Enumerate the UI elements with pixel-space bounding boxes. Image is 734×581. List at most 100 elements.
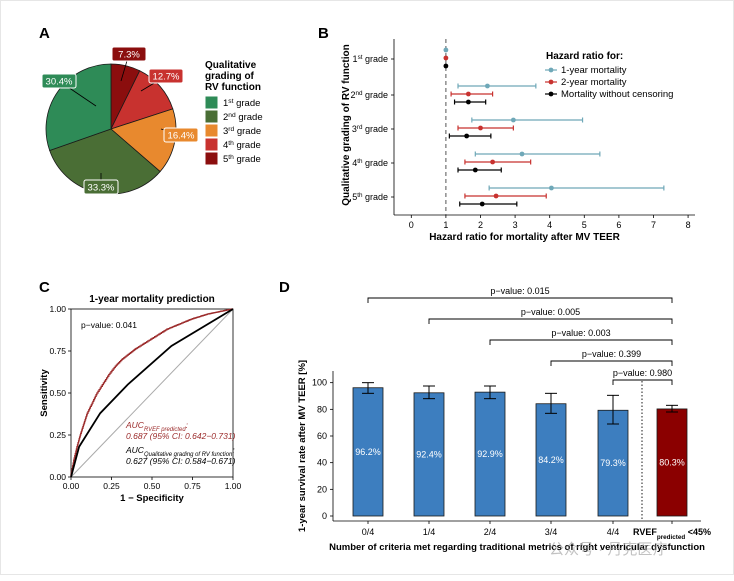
hazard-point — [549, 185, 554, 191]
auc-rvef-label-part: : — [186, 420, 189, 430]
legend-item-label: 5th grade — [223, 154, 261, 166]
x-tick-label: 3 — [513, 220, 518, 230]
legend-item-label-part: grade — [234, 126, 261, 137]
y-tick-label: 0.00 — [49, 472, 66, 482]
y-tick-label-part: th — [357, 158, 363, 165]
pie-slice — [45, 63, 112, 152]
roc-curve-qualitative — [70, 308, 234, 478]
legend-label: 2-year mortality — [561, 77, 627, 88]
hazard-point — [519, 151, 525, 157]
pie-label-box — [163, 127, 199, 143]
legend-item-label-part: th — [228, 154, 234, 161]
auc-rvef-label: AUCRVEF predicted: — [125, 420, 189, 433]
y-tick-label: 4th grade — [352, 158, 388, 169]
comparison-p-value: p−value: 0.980 — [613, 368, 672, 378]
x-tick-label: 1 — [443, 220, 448, 230]
auc-rvef-label-part: AUC — [125, 420, 145, 430]
legend-item-label-part: 2 — [223, 112, 228, 123]
x-axis-title: 1 − Specificity — [120, 493, 184, 504]
x-tick-label: 6 — [616, 220, 621, 230]
bar-value-label: 79.3% — [600, 458, 626, 468]
bar — [597, 409, 629, 517]
hazard-point — [443, 63, 449, 69]
y-tick-label-part: 1 — [353, 54, 358, 64]
comparison-bracket — [428, 318, 673, 324]
hazard-point — [443, 55, 449, 61]
panel-a-pie-chart: 30.4% 33.3% 16.4% 12.7% 7.3% Qualitativegradi… — [41, 46, 263, 195]
legend-item-label: 2nd grade — [223, 112, 263, 124]
bar — [352, 387, 384, 517]
x-tick-label: 4/4 — [607, 527, 620, 537]
x-tick-label-rvef-part: <45% — [685, 527, 711, 537]
y-tick-label: 80 — [317, 404, 327, 414]
legend-item-label-part: st — [228, 98, 233, 105]
legend-item-label: 1st grade — [223, 98, 260, 110]
pie-label-box — [148, 68, 184, 84]
hazard-point — [465, 99, 471, 105]
y-tick-label-part: grade — [362, 54, 388, 64]
x-tick-label-rvef: RVEFpredicted <45% — [633, 527, 711, 541]
y-tick-label: 3rd grade — [352, 124, 388, 135]
y-tick-label: 2nd grade — [350, 90, 388, 101]
x-tick-label-rvef-part: RVEF — [633, 527, 657, 537]
y-tick-label-part: grade — [362, 158, 388, 168]
comparison-p-value: p−value: 0.005 — [521, 307, 580, 317]
legend-item-label-part: grade — [233, 98, 260, 109]
x-tick-label-rvef-part: predicted — [657, 534, 685, 541]
hazard-point — [490, 159, 496, 165]
panel-label-d: D — [279, 279, 290, 296]
auc-rvef-ci: 0.687 (95% CI: 0.642−0.731) — [126, 431, 236, 441]
pie-data-label: 33.3% — [88, 183, 115, 194]
bar-value-label: 84.2% — [538, 455, 564, 465]
auc-qual-label-part: AUC — [125, 445, 145, 455]
y-tick-label: 40 — [317, 458, 327, 468]
y-tick-label-part: grade — [362, 124, 388, 134]
y-tick-label: 0.75 — [49, 346, 66, 356]
p-value-label: p−value: 0.041 — [81, 320, 137, 330]
panel-label-c: C — [39, 279, 50, 296]
comparison-p-value: p−value: 0.015 — [490, 286, 549, 296]
hazard-point — [472, 167, 478, 173]
legend-title: Hazard ratio for: — [546, 51, 623, 62]
bar — [413, 392, 445, 517]
bar — [656, 408, 688, 517]
pie-label-box — [41, 73, 77, 89]
y-tick-label-part: rd — [357, 124, 363, 131]
y-tick-label-part: 2 — [350, 90, 355, 100]
bar-value-label: 80.3% — [659, 457, 685, 467]
x-tick-label: 7 — [651, 220, 656, 230]
legend-item-label-part: nd — [228, 112, 236, 119]
hazard-point — [485, 83, 490, 89]
watermark: 公众号 · 丹克医疗 — [549, 541, 667, 558]
legend-item-label-part: 4 — [223, 140, 228, 151]
y-tick-label: 0.25 — [49, 430, 66, 440]
legend-title: Qualitative — [205, 60, 257, 71]
legend-point — [548, 91, 554, 97]
legend-item-label-part: rd — [228, 126, 234, 133]
y-tick-label: 100 — [312, 378, 327, 388]
legend-item-label: 4th grade — [223, 140, 261, 152]
auc-qual-label-part: Qualitative grading of RV function — [144, 452, 233, 458]
y-axis-title: Sensitivity — [39, 369, 50, 417]
bar — [535, 403, 567, 517]
bar-value-label: 92.9% — [477, 449, 503, 459]
x-tick-label: 3/4 — [545, 527, 558, 537]
legend-item-label-part: grade — [234, 140, 261, 151]
y-tick-label: 1.00 — [49, 304, 66, 314]
legend-title: RV function — [205, 82, 261, 93]
pie-data-label: 12.7% — [153, 72, 180, 83]
auc-qual-ci: 0.627 (95% CI: 0.584−0.671) — [126, 456, 236, 466]
legend-swatch — [204, 137, 219, 152]
hazard-point — [443, 47, 449, 53]
comparison-bracket — [367, 297, 673, 303]
hazard-point — [510, 117, 516, 123]
chart-title: 1-year mortality prediction — [89, 294, 215, 305]
x-tick-label: 2/4 — [484, 527, 497, 537]
legend-item-label-part: 5 — [223, 154, 228, 165]
pie-data-label: 30.4% — [46, 77, 73, 88]
auc-rvef-label-part: RVEF predicted — [144, 427, 186, 433]
auc-qual-label: AUCQualitative grading of RV function: — [125, 445, 235, 458]
legend-label: Mortality without censoring — [561, 89, 673, 100]
comparison-bracket — [489, 339, 673, 345]
